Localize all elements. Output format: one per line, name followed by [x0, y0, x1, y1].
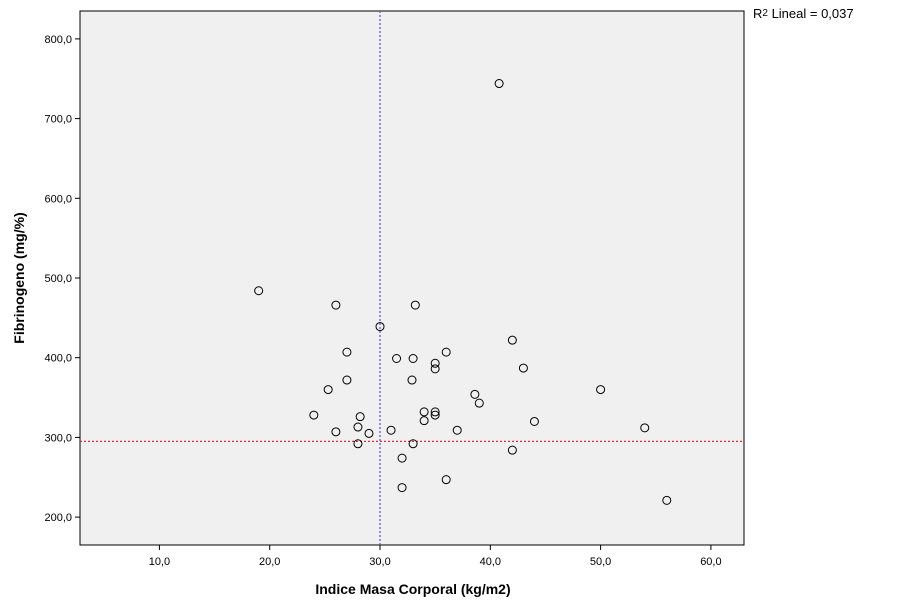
- data-point: [507, 335, 517, 345]
- data-point: [353, 422, 363, 432]
- data-point: [596, 385, 606, 395]
- x-tick-label: 50,0: [590, 556, 611, 568]
- data-point: [408, 353, 418, 363]
- data-point: [342, 347, 352, 357]
- data-point: [494, 79, 504, 89]
- data-point: [430, 364, 440, 374]
- data-point: [331, 300, 341, 310]
- x-tick-label: 40,0: [480, 556, 501, 568]
- data-point: [507, 445, 517, 455]
- r-squared-annotation: R2 Lineal = 0,037: [753, 6, 854, 21]
- x-tick-label: 10,0: [149, 556, 170, 568]
- y-axis: 200,0 300,0 400,0 500,0 600,0 700,0 800,0: [44, 34, 80, 524]
- r2-superscript: 2: [762, 8, 768, 19]
- data-point: [640, 423, 650, 433]
- y-tick-label: 200,0: [44, 512, 72, 524]
- y-tick-label: 800,0: [44, 34, 72, 46]
- data-point: [529, 416, 539, 426]
- data-point: [430, 410, 440, 420]
- data-point: [342, 375, 352, 385]
- data-points: [254, 79, 672, 505]
- data-point: [452, 425, 462, 435]
- data-point: [353, 439, 363, 449]
- data-point: [355, 412, 365, 422]
- plot-area: [79, 10, 745, 546]
- y-tick-label: 500,0: [44, 273, 72, 285]
- data-point: [397, 453, 407, 463]
- data-point: [410, 300, 420, 310]
- data-point: [518, 363, 528, 373]
- data-point: [470, 389, 480, 399]
- data-point: [375, 322, 385, 332]
- data-point: [430, 358, 440, 368]
- y-tick-label: 700,0: [44, 114, 72, 126]
- y-tick-label: 600,0: [44, 193, 72, 205]
- data-point: [419, 416, 429, 426]
- x-axis: 10,0 20,0 30,0 40,0 50,0 60,0: [149, 545, 722, 568]
- x-tick-label: 20,0: [259, 556, 280, 568]
- r2-prefix: R: [753, 6, 763, 21]
- data-point: [408, 439, 418, 449]
- data-point: [474, 398, 484, 408]
- r2-text: Lineal = 0,037: [767, 6, 854, 21]
- data-point: [392, 353, 402, 363]
- data-point: [419, 407, 429, 417]
- x-axis-title: Indice Masa Corporal (kg/m2): [315, 581, 510, 597]
- reference-lines: [80, 11, 744, 545]
- data-point: [323, 385, 333, 395]
- data-point: [441, 347, 451, 357]
- y-tick-label: 400,0: [44, 353, 72, 365]
- data-point: [331, 427, 341, 437]
- y-tick-label: 300,0: [44, 432, 72, 444]
- data-point: [397, 483, 407, 493]
- x-tick-label: 30,0: [369, 556, 390, 568]
- data-point: [430, 407, 440, 417]
- data-point: [364, 428, 374, 438]
- data-point: [662, 495, 672, 505]
- data-point: [407, 375, 417, 385]
- data-point: [386, 425, 396, 435]
- y-axis-title: Fibrinogeno (mg/%): [11, 212, 27, 343]
- data-point: [441, 475, 451, 485]
- data-point: [254, 286, 264, 296]
- x-tick-label: 60,0: [700, 556, 721, 568]
- data-point: [309, 410, 319, 420]
